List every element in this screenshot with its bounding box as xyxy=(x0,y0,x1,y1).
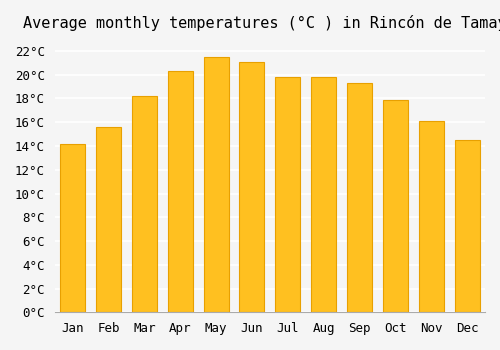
Bar xyxy=(418,121,444,312)
Bar xyxy=(347,83,372,312)
Bar xyxy=(60,144,85,312)
Bar xyxy=(204,57,229,312)
Bar xyxy=(96,127,121,312)
Bar xyxy=(454,140,479,312)
Bar xyxy=(240,62,264,312)
Bar xyxy=(275,77,300,312)
Bar xyxy=(132,96,157,312)
Bar xyxy=(168,71,193,312)
Bar xyxy=(383,100,408,312)
Bar xyxy=(311,77,336,312)
Title: Average monthly temperatures (°C ) in Rincón de Tamayo: Average monthly temperatures (°C ) in Ri… xyxy=(24,15,500,31)
